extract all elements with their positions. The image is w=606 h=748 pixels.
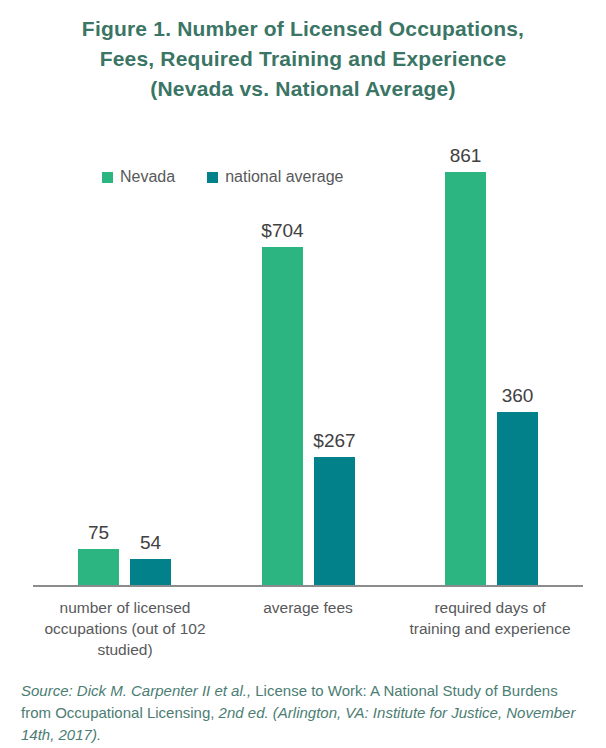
- category-label-occupations: number of licensed occupations (out of 1…: [25, 597, 225, 660]
- chart-legend: Nevada national average: [102, 168, 343, 186]
- value-label-national-fees: $267: [313, 430, 355, 452]
- plot-area: Nevada national average 75 54 $704: [0, 130, 606, 587]
- chart-title-line1: Figure 1. Number of Licensed Occupations…: [0, 14, 606, 44]
- nevada-swatch-icon: [102, 172, 113, 183]
- bar-rect-nevada-training: [445, 172, 486, 585]
- chart-title-line2: Fees, Required Training and Experience: [0, 44, 606, 74]
- bar-rect-national-fees: [314, 457, 355, 585]
- bar-rect-national-training: [497, 412, 538, 585]
- bar-national-fees: $267: [314, 430, 355, 585]
- bar-group-training: 861 360: [445, 145, 538, 585]
- bar-national-occupations: 54: [130, 532, 171, 585]
- legend-item-national-average: national average: [207, 168, 343, 186]
- bar-group-occupations: 75 54: [78, 522, 171, 585]
- bar-rect-nevada-occupations: [78, 549, 119, 585]
- figure-container: Figure 1. Number of Licensed Occupations…: [0, 0, 606, 748]
- source-segment-authors: Source: Dick M. Carpenter II et al.,: [21, 682, 255, 699]
- legend-label-nevada: Nevada: [120, 168, 175, 186]
- source-citation: Source: Dick M. Carpenter II et al., Lic…: [21, 680, 591, 746]
- category-label-training: required days of training and experience: [390, 597, 590, 639]
- bar-nevada-occupations: 75: [78, 522, 119, 585]
- value-label-nevada-fees: $704: [261, 220, 303, 242]
- bar-nevada-training: 861: [445, 145, 486, 585]
- legend-label-national-average: national average: [225, 168, 343, 186]
- chart-title: Figure 1. Number of Licensed Occupations…: [0, 14, 606, 104]
- value-label-nevada-occupations: 75: [88, 522, 109, 544]
- value-label-national-occupations: 54: [140, 532, 161, 554]
- legend-item-nevada: Nevada: [102, 168, 175, 186]
- bar-group-fees: $704 $267: [262, 220, 355, 585]
- x-axis-line: [33, 585, 583, 587]
- bar-rect-nevada-fees: [262, 247, 303, 585]
- national-average-swatch-icon: [207, 172, 218, 183]
- value-label-national-training: 360: [502, 385, 534, 407]
- bar-national-training: 360: [497, 385, 538, 585]
- category-label-fees: average fees: [208, 597, 408, 618]
- value-label-nevada-training: 861: [450, 145, 482, 167]
- bar-nevada-fees: $704: [262, 220, 303, 585]
- chart-title-line3: (Nevada vs. National Average): [0, 74, 606, 104]
- bar-rect-national-occupations: [130, 559, 171, 585]
